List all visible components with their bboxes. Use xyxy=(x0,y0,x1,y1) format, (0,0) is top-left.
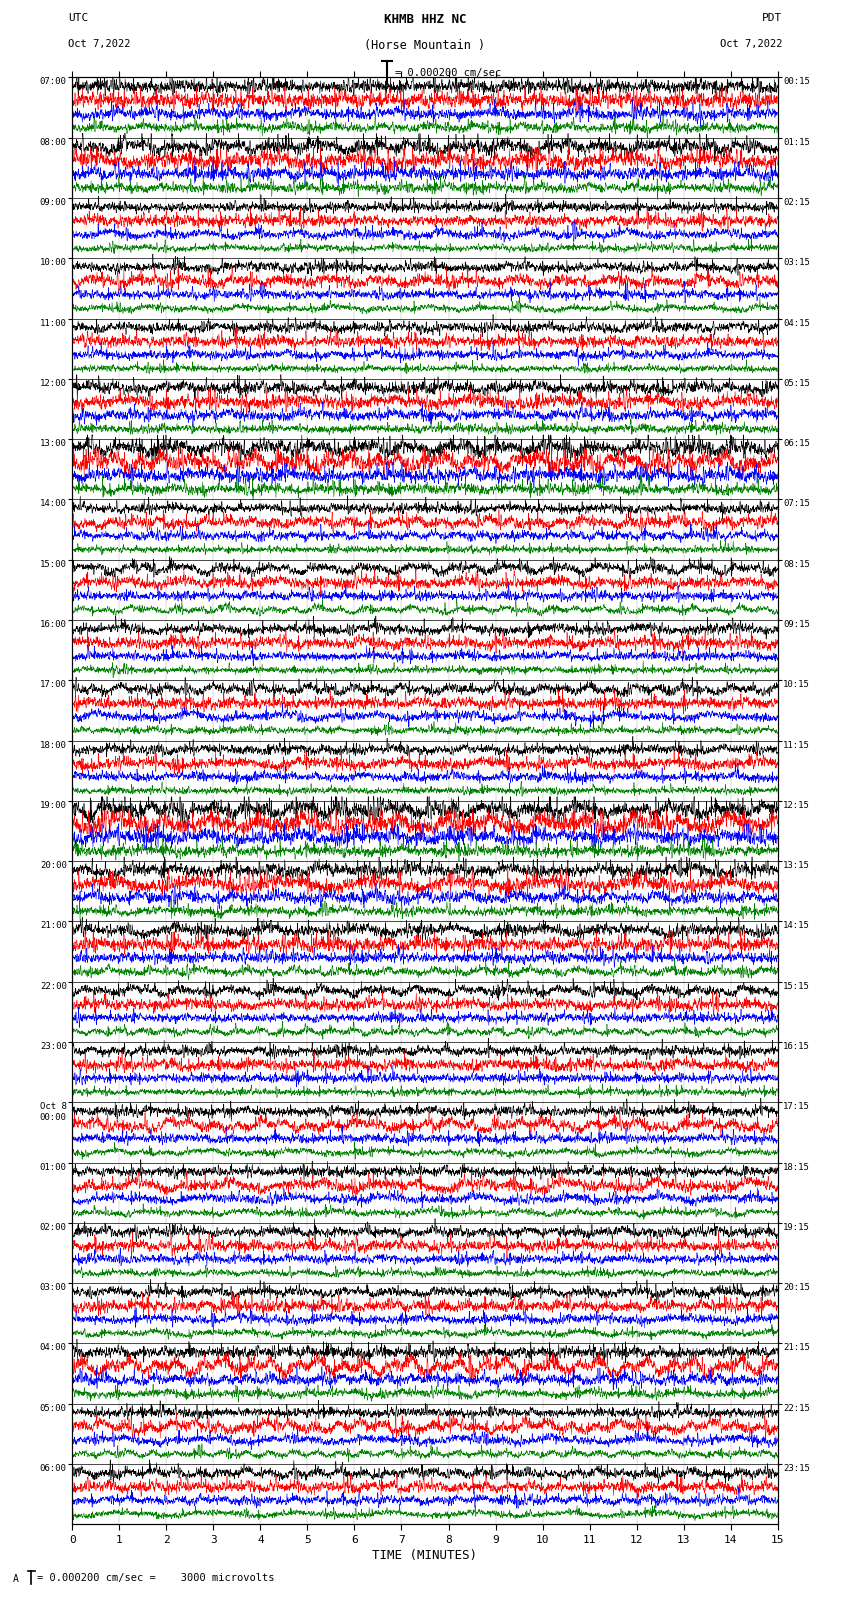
Text: PDT: PDT xyxy=(762,13,782,23)
Text: Oct 7,2022: Oct 7,2022 xyxy=(68,39,131,48)
X-axis label: TIME (MINUTES): TIME (MINUTES) xyxy=(372,1548,478,1561)
Text: = 0.000200 cm/sec =    3000 microvolts: = 0.000200 cm/sec = 3000 microvolts xyxy=(37,1573,274,1582)
Text: A: A xyxy=(13,1574,19,1584)
Text: Oct 7,2022: Oct 7,2022 xyxy=(719,39,782,48)
Text: = 0.000200 cm/sec: = 0.000200 cm/sec xyxy=(395,68,501,77)
Text: (Horse Mountain ): (Horse Mountain ) xyxy=(365,39,485,52)
Text: KHMB HHZ NC: KHMB HHZ NC xyxy=(383,13,467,26)
Text: UTC: UTC xyxy=(68,13,88,23)
